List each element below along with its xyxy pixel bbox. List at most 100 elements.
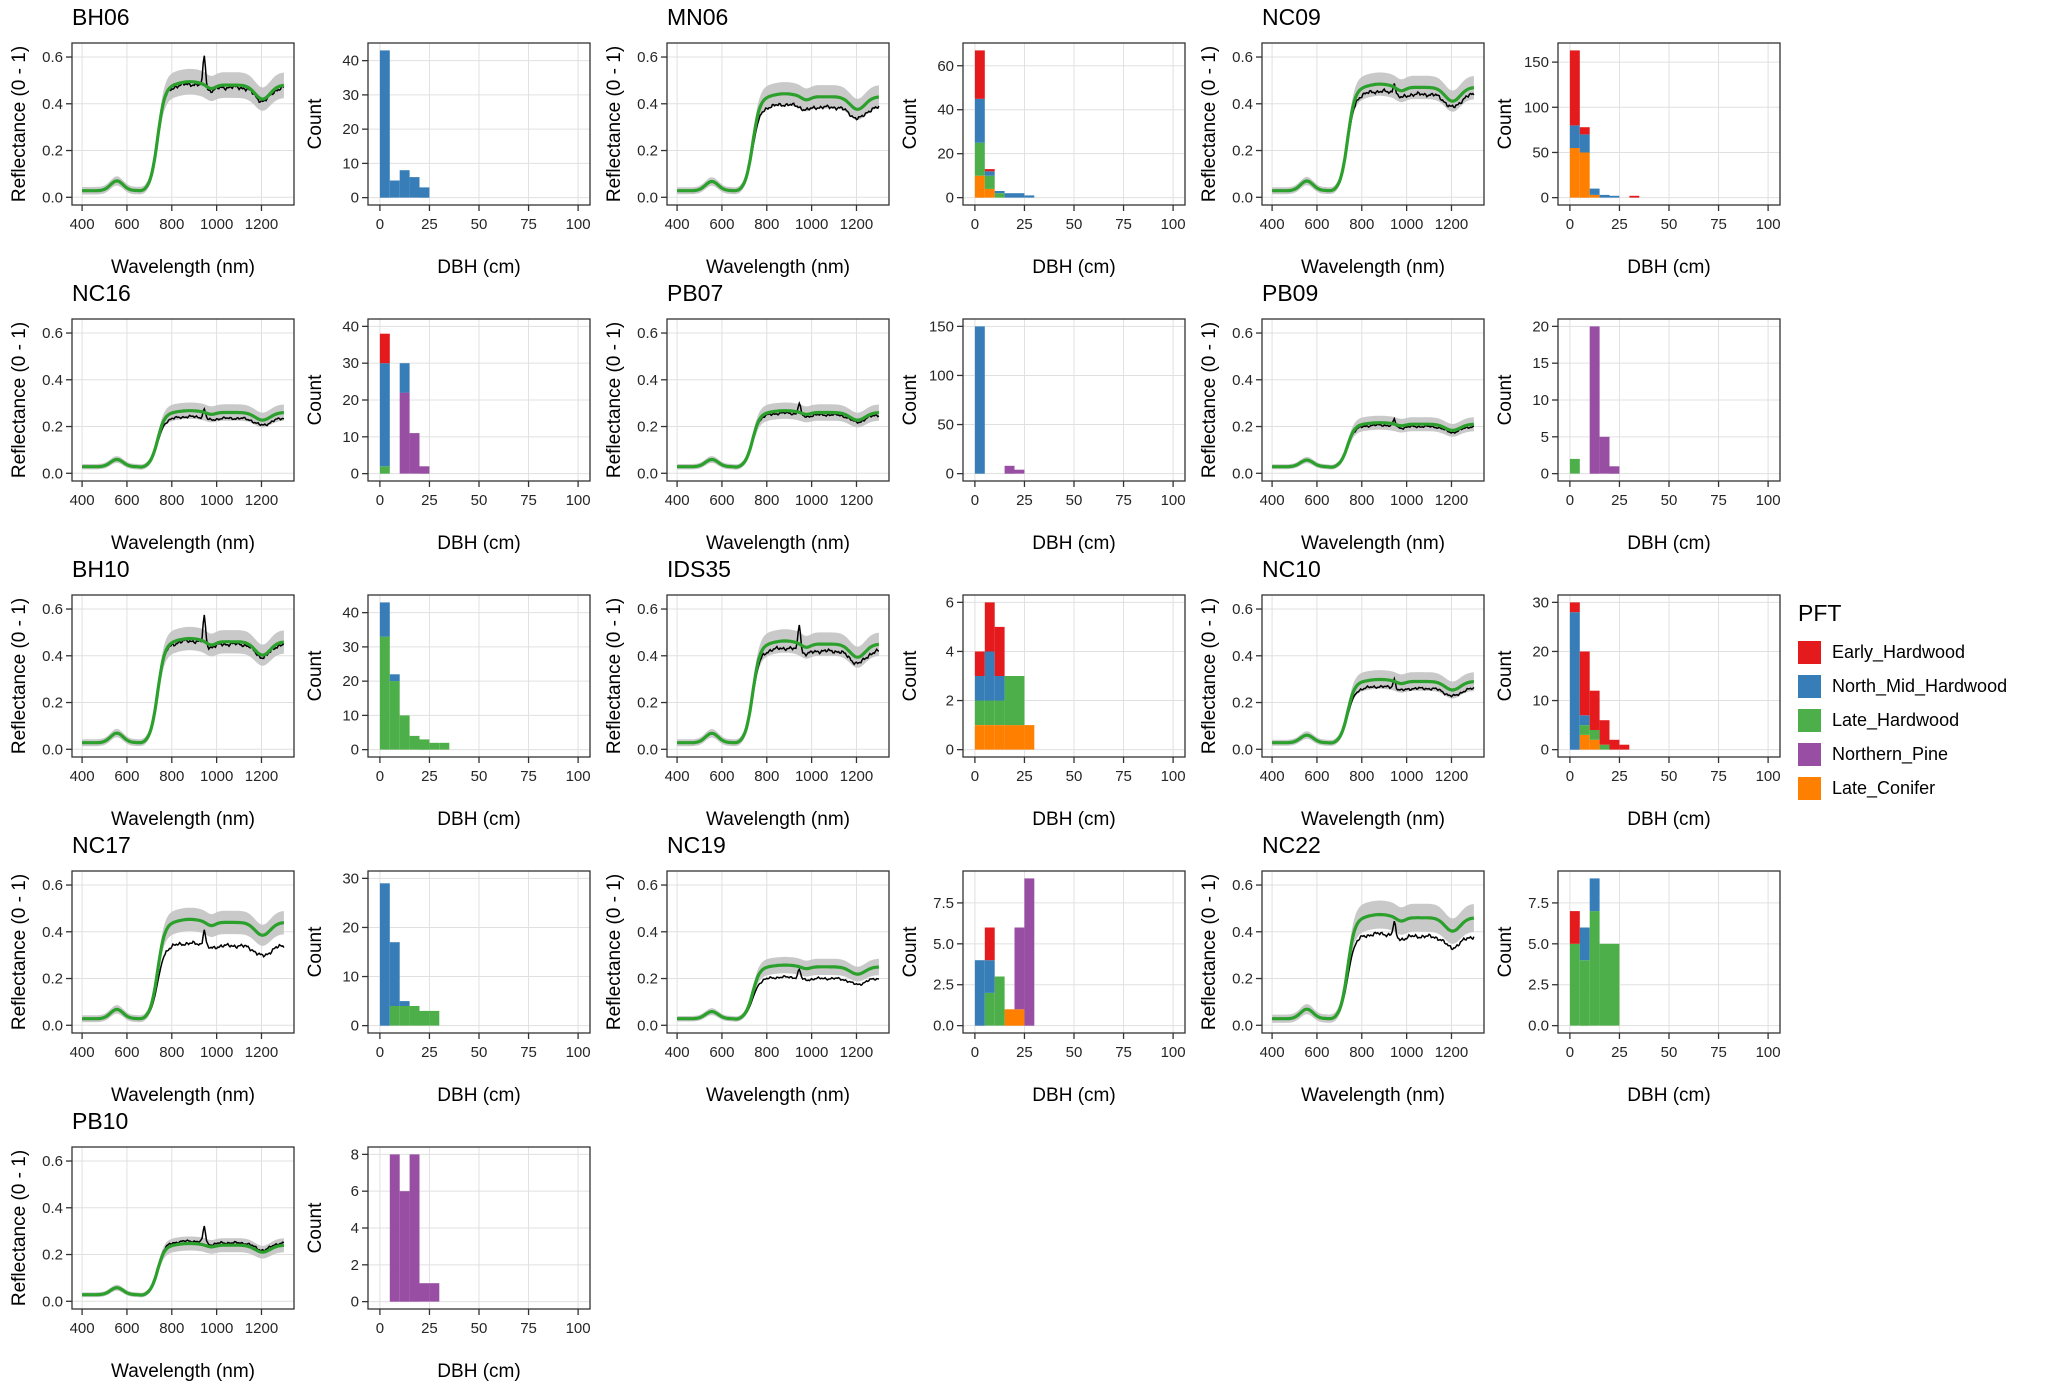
histogram-bar-segment-North_Mid_Hardwood: [1589, 188, 1600, 195]
x-tick-label: 1000: [200, 492, 233, 509]
panel-border: [1261, 594, 1485, 758]
y-tick-label: 5.0: [1528, 936, 1549, 953]
y-axis-label: Reflectance (0 - 1): [1199, 874, 1220, 1030]
x-tick-label: 75: [1115, 492, 1132, 509]
panel-gridlines: [667, 319, 889, 481]
y-tick-label: 0.4: [42, 924, 63, 941]
x-tick-label: 75: [1115, 216, 1132, 233]
spectrum-plot-NC16: 400 600 800 1000 1200 0.0 0.2 0.4 0.6 Wavelength …: [9, 318, 295, 554]
x-tick-label: 50: [471, 492, 488, 509]
y-tick-label: 10: [342, 429, 359, 446]
spectrum-plot-NC22: 400 600 800 1000 1200 0.0 0.2 0.4 0.6 Wavelength …: [1199, 870, 1485, 1106]
y-tick-label: 0.2: [1232, 695, 1253, 712]
y-tick-label: 60: [937, 58, 954, 75]
x-tick-label: 50: [471, 1044, 488, 1061]
histogram-plot-PB09: 0 25 50 75 100 0 5 10 15 20 DBH (cm) Count: [1495, 318, 1781, 554]
x-axis-label: Wavelength (nm): [1301, 1085, 1445, 1106]
x-tick-label: 600: [1304, 216, 1329, 233]
y-axis-label: Reflectance (0 - 1): [604, 598, 625, 754]
panel-BH10: BH10 400 600 800 1000 1200 0.0 0.2 0.4 0.6 Wavelen…: [8, 556, 600, 831]
y-tick-label: 15: [1532, 355, 1549, 372]
x-tick-label: 400: [1260, 216, 1285, 233]
histogram-plot-NC19: 0 25 50 75 100 0.0 2.5 5.0 7.5 DBH (cm) Count: [900, 870, 1186, 1106]
histogram-bar-segment-Late_Hardwood: [419, 739, 430, 750]
histogram-bar-segment-Northern_Pine: [419, 466, 430, 474]
x-tick-label: 25: [1611, 768, 1628, 785]
histogram-bar-segment-Late_Hardwood: [984, 175, 995, 189]
panel-border: [71, 870, 295, 1034]
histogram-bar-segment-North_Mid_Hardwood: [389, 180, 400, 198]
x-tick-label: 800: [754, 216, 779, 233]
panel-gridlines: [667, 871, 889, 1033]
x-tick-label: 0: [971, 768, 979, 785]
x-tick-label: 1200: [840, 216, 873, 233]
histogram-bar-segment-Late_Hardwood: [409, 1006, 420, 1026]
histogram-bar-segment-North_Mid_Hardwood: [389, 674, 400, 682]
x-tick-label: 1000: [200, 768, 233, 785]
panel-gridlines: [72, 43, 294, 205]
x-tick-label: 100: [1756, 1044, 1781, 1061]
histogram-bar-segment-Early_Hardwood: [1629, 195, 1640, 198]
y-tick-label: 5.0: [933, 936, 954, 953]
histogram-bar-segment-Early_Hardwood: [1599, 720, 1610, 745]
panel-gridlines: [667, 43, 889, 205]
y-axis-label: Reflectance (0 - 1): [604, 874, 625, 1030]
legend-label-Early_Hardwood: Early_Hardwood: [1832, 642, 1966, 662]
mean-reflectance-line: [677, 963, 880, 1021]
y-tick-label: 150: [1524, 54, 1549, 71]
histogram-bar-segment-North_Mid_Hardwood: [399, 170, 410, 198]
x-tick-label: 800: [754, 768, 779, 785]
histogram-bar-segment-Late_Hardwood: [1589, 911, 1600, 1026]
reflectance-ribbon: [677, 629, 879, 747]
x-axis-label: Wavelength (nm): [706, 257, 850, 278]
legend-swatch-Northern_Pine: [1798, 743, 1821, 766]
mean-reflectance-line: [677, 92, 880, 193]
spectrum-plot-NC17: 400 600 800 1000 1200 0.0 0.2 0.4 0.6 Wavelength …: [9, 870, 295, 1106]
x-axis-label: Wavelength (nm): [111, 533, 255, 554]
histogram-bar-segment-Late_Hardwood: [399, 715, 410, 750]
histogram-bar-segment-Northern_Pine: [1014, 469, 1025, 474]
x-tick-label: 800: [159, 1320, 184, 1337]
x-tick-label: 25: [1016, 1044, 1033, 1061]
y-tick-label: 0.6: [637, 49, 658, 66]
x-tick-label: 1000: [795, 216, 828, 233]
y-axis-label: Count: [305, 98, 326, 149]
spectrum-plot-IDS35: 400 600 800 1000 1200 0.0 0.2 0.4 0.6 Wavelength …: [604, 594, 890, 830]
y-axis-label: Reflectance (0 - 1): [9, 874, 30, 1030]
histogram-bar-segment-Northern_Pine: [399, 392, 410, 474]
y-tick-label: 20: [342, 392, 359, 409]
y-axis-label: Count: [305, 926, 326, 977]
spectrum-plot-PB10: 400 600 800 1000 1200 0.0 0.2 0.4 0.6 Wavelength …: [9, 1146, 295, 1382]
histogram-bar-segment-Early_Hardwood: [379, 333, 390, 364]
x-axis-label: DBH (cm): [1032, 809, 1115, 830]
x-tick-label: 400: [665, 216, 690, 233]
x-tick-label: 800: [1349, 216, 1374, 233]
x-tick-label: 400: [665, 1044, 690, 1061]
legend-label-Late_Hardwood: Late_Hardwood: [1832, 710, 1960, 730]
histogram-bar-segment-Early_Hardwood: [1579, 651, 1590, 716]
x-tick-label: 25: [1016, 492, 1033, 509]
histogram-bar-segment-Late_Conifer: [1579, 152, 1590, 198]
y-tick-label: 20: [342, 919, 359, 936]
histogram-bar-segment-North_Mid_Hardwood: [994, 676, 1005, 701]
mean-reflectance-line: [677, 409, 879, 469]
histogram-bar-segment-North_Mid_Hardwood: [984, 651, 995, 701]
panel-border: [666, 594, 890, 758]
y-tick-label: 10: [1532, 693, 1549, 710]
x-tick-label: 75: [1710, 1044, 1727, 1061]
y-tick-label: 0.2: [637, 419, 658, 436]
y-axis-label: Reflectance (0 - 1): [604, 322, 625, 478]
spectrum-plot-PB09: 400 600 800 1000 1200 0.0 0.2 0.4 0.6 Wavelength …: [1199, 318, 1485, 554]
histogram-bar-segment-North_Mid_Hardwood: [1569, 612, 1580, 750]
y-tick-label: 0: [351, 190, 359, 207]
x-tick-label: 25: [1016, 216, 1033, 233]
x-tick-label: 1000: [1390, 768, 1423, 785]
panel-NC17: NC17 400 600 800 1000 1200 0.0 0.2 0.4 0.6 Wavelen…: [8, 832, 600, 1107]
histogram-bar-segment-North_Mid_Hardwood: [1569, 125, 1580, 148]
y-axis-label: Reflectance (0 - 1): [9, 1150, 30, 1306]
panel-title-PB10: PB10: [72, 1108, 129, 1134]
x-tick-label: 1200: [1435, 768, 1468, 785]
histogram-bar-segment-Late_Hardwood: [1569, 943, 1580, 1026]
panel-MN06: MN06 400 600 800 1000 1200 0.0 0.2 0.4 0.6 Wavelen…: [603, 4, 1195, 279]
histogram-bar-segment-Late_Conifer: [1589, 739, 1600, 750]
